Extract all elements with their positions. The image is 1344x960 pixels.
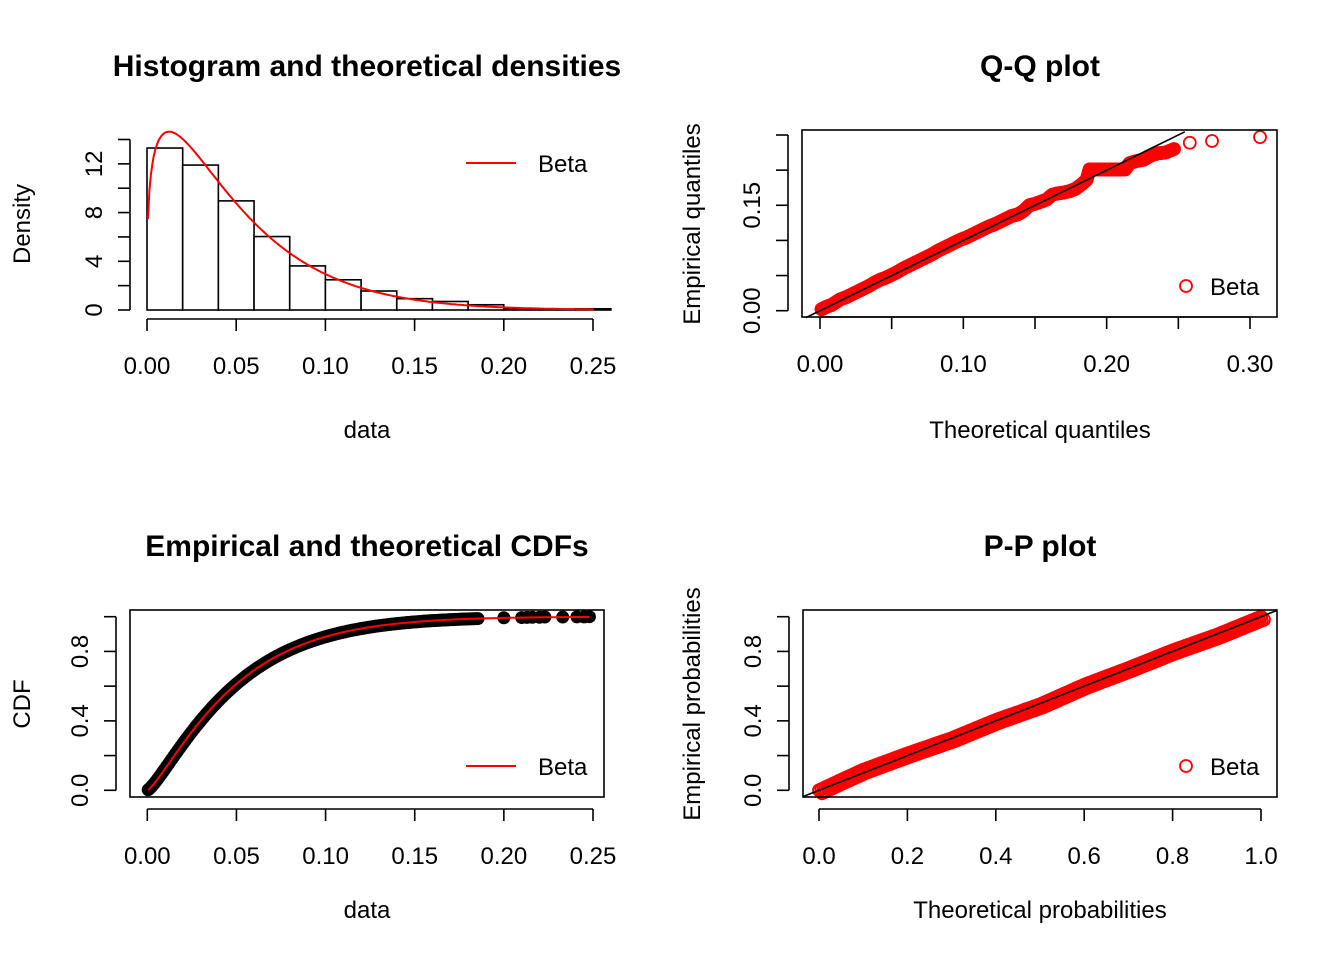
legend-label: Beta <box>1210 274 1260 301</box>
y-tick-label: 0.8 <box>740 635 767 668</box>
y-tick-label: 12 <box>81 151 108 178</box>
qq-legend: Beta <box>1179 274 1260 301</box>
y-tick-label: 8 <box>81 206 108 219</box>
x-tick-label: 0.10 <box>302 353 349 380</box>
y-tick-label: 0.4 <box>740 704 767 737</box>
x-tick-label: 0.2 <box>891 843 924 870</box>
plot-frame <box>802 609 1278 798</box>
qq-point <box>1167 142 1181 156</box>
qq-title: Q-Q plot <box>980 50 1100 83</box>
histogram-bar <box>253 235 291 311</box>
x-tick-label: 0.05 <box>213 843 260 870</box>
legend-circle-swatch <box>1179 759 1193 773</box>
cdf-panel: Empirical and theoretical CDFs data CDF … <box>9 530 616 924</box>
x-tick-label: 0.8 <box>1156 843 1189 870</box>
histogram-bar <box>360 290 398 311</box>
x-tick-label: 0.0 <box>802 843 835 870</box>
x-tick-label: 0.00 <box>797 351 844 378</box>
qq-panel: Q-Q plot Theoretical quantiles Empirical… <box>679 50 1278 444</box>
y-tick-label: 0.8 <box>67 635 94 668</box>
x-tick-label: 0.15 <box>391 843 438 870</box>
x-tick-label: 0.10 <box>302 843 349 870</box>
y-tick-label: 0.0 <box>740 774 767 807</box>
cdf-xlabel: data <box>344 897 391 924</box>
plot-frame <box>129 609 605 798</box>
histogram-title: Histogram and theoretical densities <box>113 50 621 83</box>
ecdf-point <box>582 610 596 624</box>
x-tick-label: 1.0 <box>1244 843 1277 870</box>
histogram-xlabel: data <box>344 417 391 444</box>
beta-density-curve <box>146 130 594 311</box>
y-tick-label: 0.4 <box>67 704 94 737</box>
qq-point <box>1205 134 1219 148</box>
y-tick-label: 4 <box>81 255 108 268</box>
legend-label: Beta <box>1210 754 1260 781</box>
pp-ylabel: Empirical probabilities <box>679 587 706 820</box>
pp-point <box>1257 612 1271 627</box>
histogram-bar <box>146 147 184 311</box>
y-tick-label: 0.15 <box>739 182 766 229</box>
x-tick-label: 0.20 <box>481 843 528 870</box>
qq-xlabel: Theoretical quantiles <box>929 417 1150 444</box>
x-tick-label: 0.30 <box>1227 351 1274 378</box>
histogram-bar <box>288 265 327 311</box>
x-tick-label: 0.05 <box>213 353 260 380</box>
cdf-legend: Beta <box>466 754 588 781</box>
x-tick-label: 0.25 <box>570 843 617 870</box>
cdf-ylabel: CDF <box>9 679 36 728</box>
x-tick-label: 0.6 <box>1068 843 1101 870</box>
x-tick-label: 0.25 <box>570 353 617 380</box>
histogram-bar <box>217 200 255 311</box>
qq-point <box>1253 130 1267 145</box>
x-tick-label: 0.00 <box>124 353 171 380</box>
y-tick-label: 0.00 <box>739 287 766 334</box>
legend-label: Beta <box>538 151 588 178</box>
x-tick-label: 0.4 <box>979 843 1012 870</box>
pp-reference-line <box>803 609 1277 798</box>
legend-circle-swatch <box>1179 279 1193 293</box>
cdf-title: Empirical and theoretical CDFs <box>145 530 588 563</box>
x-tick-label: 0.00 <box>124 843 171 870</box>
x-tick-label: 0.20 <box>1083 351 1130 378</box>
qq-reference-line <box>805 131 1186 319</box>
histogram-bar <box>181 164 220 311</box>
pp-legend: Beta <box>1179 754 1260 781</box>
pp-title: P-P plot <box>984 530 1097 563</box>
qq-point <box>1182 135 1197 150</box>
pp-xlabel: Theoretical probabilities <box>913 897 1166 924</box>
qq-ylabel: Empirical quantiles <box>679 123 706 324</box>
beta-cdf-curve <box>147 615 590 791</box>
y-tick-label: 0 <box>81 303 108 316</box>
x-tick-label: 0.10 <box>940 351 987 378</box>
histogram-bar <box>324 278 362 311</box>
histogram-panel: Histogram and theoretical densities data… <box>9 50 621 444</box>
y-tick-label: 0.0 <box>67 774 94 807</box>
x-tick-label: 0.15 <box>391 353 438 380</box>
legend-label: Beta <box>538 754 588 781</box>
histogram-ylabel: Density <box>9 184 36 264</box>
histogram-legend: Beta <box>466 151 588 178</box>
x-tick-label: 0.20 <box>480 353 527 380</box>
pp-panel: P-P plot Theoretical probabilities Empir… <box>679 530 1278 924</box>
